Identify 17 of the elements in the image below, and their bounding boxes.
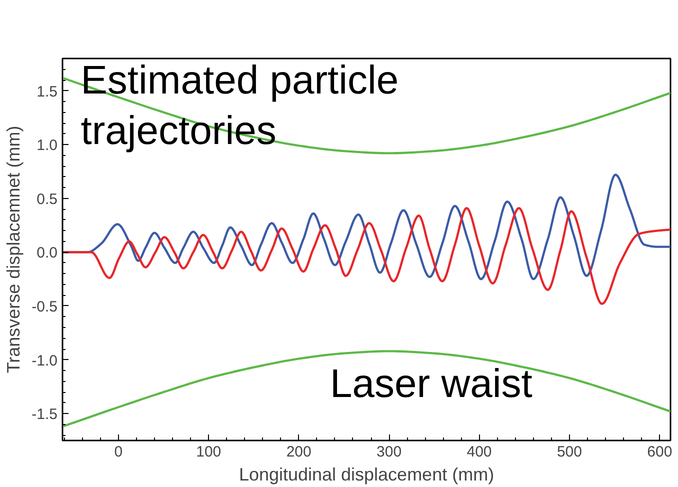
y-tick-label: -0.5 <box>32 298 58 316</box>
y-tick-label: 1.5 <box>36 83 58 100</box>
y-tick-label: -1.0 <box>32 352 58 370</box>
x-tick-label: 600 <box>647 444 672 460</box>
y-tick-label: -1.5 <box>32 406 58 424</box>
x-tick-label: 400 <box>466 444 492 460</box>
x-tick-label: 0 <box>114 444 123 460</box>
x-axis-title: Longitudinal displacement (mm) <box>238 464 494 484</box>
x-tick-label: 100 <box>196 444 222 460</box>
y-axis-title: Transverse displacemnet (mm) <box>4 126 24 374</box>
x-tick-label: 300 <box>376 444 402 460</box>
y-tick-label: 1.0 <box>36 137 58 154</box>
x-tick-label: 500 <box>556 444 582 460</box>
y-tick-label: 0.0 <box>36 244 58 262</box>
x-tick-label: 200 <box>286 444 312 460</box>
y-tick-label: 0.5 <box>36 190 58 208</box>
annotation: Laser waist <box>330 362 532 406</box>
